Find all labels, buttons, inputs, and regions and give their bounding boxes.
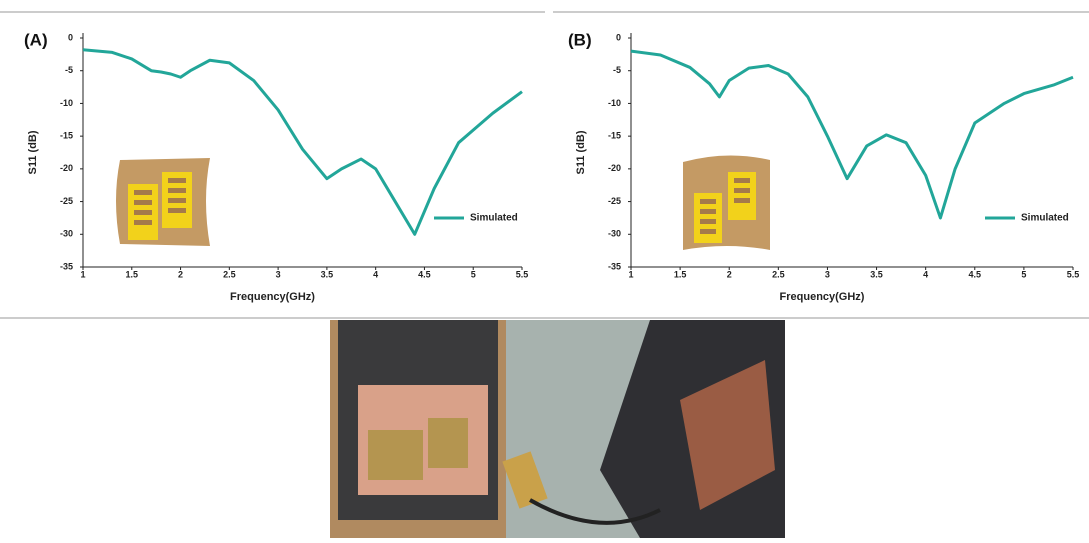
photo [330,320,785,538]
x-tick-label: 2 [727,269,732,279]
x-tick-label: 3 [276,269,281,279]
x-tick-label: 1 [80,269,85,279]
y-tick-label: -35 [60,261,73,271]
x-axis-title: Frequency(GHz) [230,291,315,303]
figure: (A) 0 -5 -10 -15 -20 -25 -30 -35 1 1.5 2 2.5 3 3.5 4 4.5… [0,0,1089,538]
antenna-inset [116,158,210,246]
x-tick-label: 4 [373,269,378,279]
x-tick-label: 1 [628,269,633,279]
y-tick-label: -35 [608,261,621,271]
panel-label: (A) [24,30,48,49]
x-tick-label: 4 [923,269,928,279]
y-tick-label: 0 [68,32,73,42]
x-tick-label: 3 [825,269,830,279]
y-tick-label: -30 [608,229,621,239]
y-axis-title: S11 (dB) [575,130,587,174]
x-axis-title: Frequency(GHz) [780,291,865,303]
x-tick-label: 2 [178,269,183,279]
y-tick-label: -5 [65,65,73,75]
y-tick-label: 0 [616,32,621,42]
antenna-inset [683,155,770,250]
y-tick-label: -10 [60,98,73,108]
x-tick-label: 1.5 [126,269,139,279]
x-tick-label: 5 [471,269,476,279]
legend-label: Simulated [470,213,518,224]
x-tick-label: 3.5 [321,269,334,279]
x-tick-label: 2.5 [223,269,236,279]
x-tick-label: 4.5 [418,269,431,279]
panel-label: (B) [568,30,592,49]
y-tick-label: -10 [608,98,621,108]
y-tick-label: -25 [60,196,73,206]
y-tick-label: -30 [60,229,73,239]
x-tick-label: 4.5 [969,269,982,279]
y-tick-label: -15 [608,131,621,141]
legend-label: Simulated [1021,213,1069,224]
y-axis-title: S11 (dB) [27,130,39,174]
y-tick-label: -20 [60,163,73,173]
x-tick-label: 1.5 [674,269,687,279]
x-tick-label: 2.5 [772,269,785,279]
x-tick-label: 5.5 [1067,269,1080,279]
x-tick-label: 5 [1021,269,1026,279]
y-tick-label: -15 [60,131,73,141]
y-tick-label: -20 [608,163,621,173]
y-tick-label: -5 [613,65,621,75]
x-tick-label: 5.5 [516,269,529,279]
y-tick-label: -25 [608,196,621,206]
x-tick-label: 3.5 [870,269,883,279]
